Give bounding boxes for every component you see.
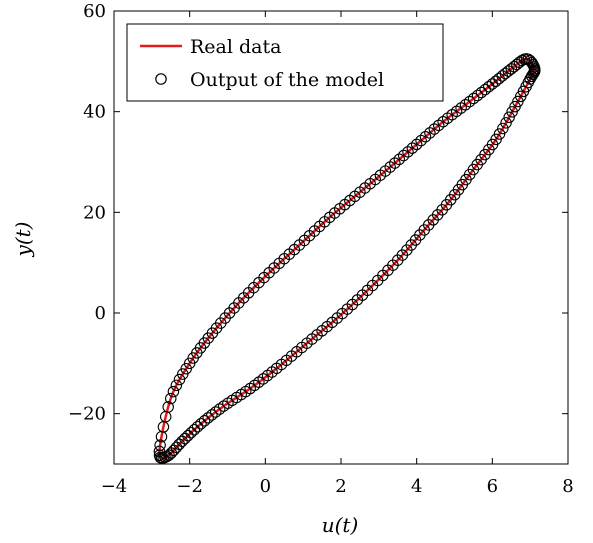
series-output-model-marker bbox=[179, 432, 191, 445]
series-output-model-marker bbox=[402, 146, 414, 158]
x-axis-label: u(t) bbox=[322, 513, 359, 537]
series-output-model-marker bbox=[177, 368, 189, 380]
series-output-model-marker bbox=[500, 117, 512, 129]
series-output-model-marker bbox=[471, 89, 484, 102]
series-output-model-marker bbox=[508, 60, 520, 73]
series-real-data-line bbox=[158, 57, 537, 460]
series-output-model-marker bbox=[188, 423, 201, 436]
series-output-model-marker bbox=[182, 429, 194, 442]
series-output-model-marker bbox=[419, 130, 432, 143]
series-output-model-marker bbox=[505, 63, 517, 75]
series-output-model-marker bbox=[406, 142, 419, 154]
series-output-model-marker bbox=[167, 385, 180, 398]
legend: Real data Output of the model bbox=[126, 23, 444, 102]
legend-box bbox=[126, 23, 444, 102]
series-output-model-marker bbox=[493, 128, 506, 140]
series-output-model-marker bbox=[195, 417, 207, 430]
series-output-model-marker bbox=[432, 119, 445, 132]
series-output-model-marker bbox=[486, 78, 499, 90]
series-output-model-marker bbox=[165, 392, 177, 405]
x-tick-label: 8 bbox=[562, 476, 573, 497]
series-output-model-marker bbox=[497, 122, 509, 135]
series-output-model-marker bbox=[483, 80, 495, 93]
series-output-model-marker bbox=[479, 83, 491, 96]
series-output-model-marker bbox=[503, 111, 515, 124]
y-tick-label: 60 bbox=[83, 1, 106, 22]
series-output-model-marker bbox=[202, 412, 214, 424]
series-output-model-marker bbox=[463, 95, 476, 108]
series-output-model-marker bbox=[155, 430, 168, 443]
series-output-model-marker bbox=[397, 149, 410, 162]
series-output-model-marker bbox=[173, 373, 186, 386]
series-output-model-marker bbox=[410, 138, 423, 151]
series-output-model-marker bbox=[185, 426, 197, 439]
legend-marker-output-model bbox=[155, 73, 167, 85]
legend-label-real-data: Real data bbox=[190, 36, 281, 58]
series-output-model-marker bbox=[209, 406, 222, 418]
series-output-model-marker bbox=[467, 92, 480, 105]
x-tick-label: 2 bbox=[335, 476, 346, 497]
series-output-model-marker bbox=[206, 409, 218, 421]
plot-area bbox=[153, 53, 541, 464]
x-tick-label: 0 bbox=[260, 476, 271, 497]
series-output-model-marker bbox=[213, 403, 226, 415]
x-tick-label: −2 bbox=[176, 476, 203, 497]
legend-label-output-model: Output of the model bbox=[190, 69, 384, 91]
series-output-model-marker bbox=[198, 415, 211, 427]
series-output-model-marker bbox=[415, 134, 427, 147]
series-output-model-marker bbox=[428, 123, 441, 135]
series-output-model-marker bbox=[424, 127, 436, 139]
series-output-model-marker bbox=[529, 64, 541, 77]
y-tick-label: 0 bbox=[95, 303, 106, 324]
x-tick-label: 4 bbox=[411, 476, 422, 497]
y-tick-label: −20 bbox=[68, 404, 106, 425]
y-tick-label: 40 bbox=[83, 102, 106, 123]
series-output-model-marker bbox=[475, 86, 488, 99]
series-output-model-marker bbox=[170, 379, 183, 392]
x-tick-label: −4 bbox=[101, 476, 128, 497]
series-output-model-marker bbox=[191, 420, 204, 433]
y-axis-label: y(t) bbox=[11, 222, 35, 258]
y-tick-label: 20 bbox=[83, 202, 106, 223]
x-tick-label: 6 bbox=[487, 476, 498, 497]
